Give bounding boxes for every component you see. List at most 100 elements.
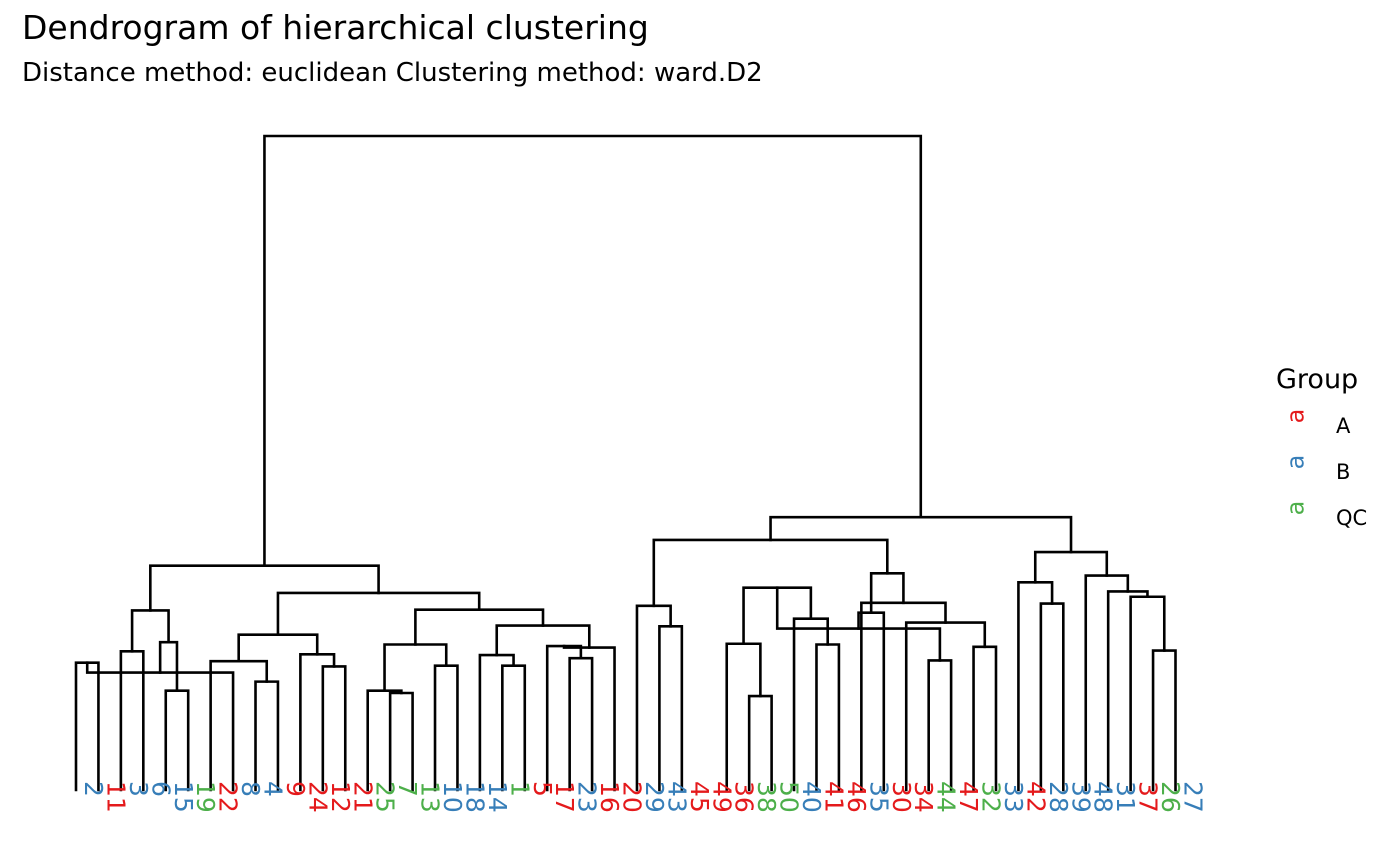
leaf-label: 34: [909, 781, 938, 813]
dendrogram-branch: [495, 624, 591, 657]
dendrogram-branch: [1039, 602, 1065, 792]
dendrogram-branch: [263, 134, 923, 567]
dendrogram-branch: [568, 656, 594, 792]
dendrogram-branch: [164, 689, 190, 792]
dendrogram-branch: [130, 609, 170, 653]
dendrogram-branch: [366, 689, 403, 792]
chart-title: Dendrogram of hierarchical clustering: [22, 8, 649, 47]
leaf-label: 14: [483, 781, 512, 813]
legend-label-b: B: [1336, 460, 1351, 484]
leaf-label: 3: [124, 781, 153, 797]
dendrogram-branch: [860, 601, 947, 792]
dendrogram-branch: [747, 694, 773, 792]
leaf-label: 47: [954, 781, 983, 813]
leaf-label: 50: [775, 781, 804, 813]
leaf-label: 25: [371, 781, 400, 813]
legend-item-b: a B: [1281, 448, 1396, 488]
dendrogram-branch: [1106, 590, 1149, 792]
chart-subtitle: Distance method: euclidean Clustering me…: [22, 58, 763, 88]
leaf-label: 15: [169, 781, 198, 813]
legend-key-qc: a: [1281, 500, 1310, 516]
leaf-label: 40: [797, 781, 826, 813]
dendrogram-branch: [927, 659, 953, 792]
leaf-label: 31: [1111, 781, 1140, 813]
leaf-label: 38: [752, 781, 781, 813]
leaf-label: 22: [214, 781, 243, 813]
leaf-label: 46: [842, 781, 871, 813]
dendrogram-branch: [414, 608, 545, 646]
dendrogram-branch: [769, 515, 1073, 554]
leaf-label: 17: [550, 781, 579, 813]
dendrogram-branch: [869, 571, 905, 614]
leaf-label: 48: [1089, 781, 1118, 813]
leaf-label: 5: [528, 781, 557, 797]
leaf-label: 13: [416, 781, 445, 813]
dendrogram-branch: [321, 665, 347, 792]
leaf-label: 10: [438, 781, 467, 813]
leaf-label: 8: [236, 781, 265, 797]
dendrogram-branch: [1151, 649, 1177, 792]
leaf-label: 21: [348, 781, 377, 813]
leaf-label: 35: [864, 781, 893, 813]
dendrogram-branch: [501, 664, 527, 792]
leaf-label: 49: [707, 781, 736, 813]
leaf-label: 29: [640, 781, 669, 813]
legend-key-b: a: [1281, 454, 1310, 470]
leaf-label: 37: [1134, 781, 1163, 813]
dendrogram-branch: [149, 564, 380, 612]
dendrogram-branch: [74, 661, 100, 792]
legend-label-a: A: [1336, 414, 1351, 438]
leaf-label: 36: [730, 781, 759, 813]
dendrogram-branch: [1129, 595, 1166, 792]
legend-label-qc: QC: [1336, 506, 1368, 530]
dendrogram-branch: [545, 644, 583, 792]
dendrogram-branch: [276, 591, 481, 636]
dendrogram-branch: [1033, 550, 1109, 584]
dendrogram-branch: [237, 633, 319, 663]
leaf-label: 7: [393, 781, 422, 797]
dendrogram-branch: [725, 642, 762, 792]
dendrogram-branch: [299, 653, 336, 792]
dendrogram-branches: [74, 134, 1177, 792]
leaf-label: 28: [1044, 781, 1073, 813]
legend-title: Group: [1276, 364, 1359, 395]
leaf-label: 23: [573, 781, 602, 813]
legend-item-a: a A: [1281, 402, 1396, 442]
dendrogram-branch: [388, 691, 414, 792]
leaf-label: 18: [460, 781, 489, 813]
leaf-label: 1: [505, 781, 534, 797]
leaf-label: 11: [101, 781, 130, 813]
leaf-label: 26: [1156, 781, 1185, 813]
leaf-label: 39: [1066, 781, 1095, 813]
leaf-label: 41: [819, 781, 848, 813]
leaf-label: 43: [662, 781, 691, 813]
leaf-label: 19: [191, 781, 220, 813]
leaf-label: 20: [618, 781, 647, 813]
leaf-label: 6: [146, 781, 175, 797]
leaf-labels: 2113615192284924122125713101814151723162…: [79, 781, 1208, 813]
leaf-label: 32: [977, 781, 1006, 813]
dendrogram-branch: [635, 604, 672, 792]
dendrogram-branch: [254, 680, 280, 792]
legend-key-a: a: [1281, 408, 1310, 424]
dendrogram-branch: [562, 644, 616, 792]
dendrogram-branch: [433, 664, 459, 792]
dendrogram-branch: [658, 625, 684, 792]
leaf-label: 45: [685, 781, 714, 813]
dendrogram-branch: [1084, 574, 1130, 792]
dendrogram-plot: 2113615192284924122125713101814151723162…: [74, 134, 1208, 813]
leaf-label: 4: [259, 781, 288, 797]
dendrogram-branch: [652, 538, 889, 608]
leaf-label: 33: [999, 781, 1028, 813]
leaf-label: 42: [1021, 781, 1050, 813]
leaf-label: 2: [79, 781, 108, 797]
leaf-label: 9: [281, 781, 310, 797]
leaf-label: 27: [1179, 781, 1208, 813]
dendrogram-branch: [158, 640, 179, 693]
leaf-label: 24: [303, 781, 332, 813]
dendrogram-branch: [972, 645, 998, 792]
leaf-label: 16: [595, 781, 624, 813]
legend-item-qc: a QC: [1281, 494, 1396, 534]
dendrogram-branch: [383, 643, 448, 693]
leaf-label: 30: [887, 781, 916, 813]
